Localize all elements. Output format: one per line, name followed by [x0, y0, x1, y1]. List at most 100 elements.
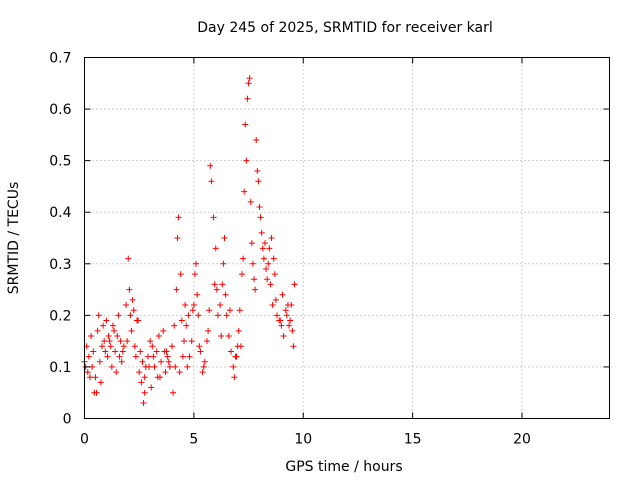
- data-point: [256, 204, 263, 211]
- data-point: [179, 353, 186, 360]
- data-point: [151, 363, 158, 370]
- data-point: [183, 322, 190, 329]
- data-point: [185, 312, 192, 319]
- data-point: [207, 162, 214, 169]
- data-point: [277, 317, 284, 324]
- data-point: [282, 307, 289, 314]
- data-point: [212, 245, 219, 252]
- data-point: [248, 240, 255, 247]
- data-point: [189, 307, 196, 314]
- y-tick-label: 0.1: [49, 360, 71, 376]
- data-point: [126, 286, 133, 293]
- data-point: [220, 260, 227, 267]
- data-point: [239, 271, 245, 278]
- data-points: [81, 75, 298, 407]
- data-point: [188, 338, 195, 345]
- data-point: [287, 317, 294, 324]
- data-point: [206, 307, 213, 314]
- data-point: [141, 389, 148, 396]
- data-point: [272, 296, 279, 303]
- data-point: [228, 348, 235, 355]
- plot-frame: [84, 57, 610, 419]
- data-point: [274, 312, 280, 319]
- data-point: [178, 317, 185, 324]
- data-point: [222, 291, 229, 298]
- data-point: [116, 353, 123, 360]
- y-tick-labels: 0 0.1 0.2 0.3 0.4 0.5 0.6 0.7: [49, 51, 71, 428]
- data-point: [164, 353, 171, 360]
- data-point: [199, 369, 206, 376]
- data-point: [289, 327, 296, 334]
- data-point: [291, 281, 298, 288]
- data-point: [114, 332, 121, 339]
- data-point: [249, 260, 256, 267]
- data-point: [101, 338, 108, 345]
- data-point: [235, 327, 242, 334]
- data-point: [111, 327, 118, 334]
- x-tick-labels: 0 5 10 15 20: [80, 432, 531, 448]
- data-point: [176, 369, 183, 376]
- data-point: [148, 384, 155, 391]
- data-point: [103, 317, 110, 324]
- data-point: [127, 312, 134, 319]
- data-point: [241, 188, 248, 195]
- data-point: [172, 363, 179, 370]
- data-point: [181, 338, 188, 345]
- data-point: [213, 286, 220, 293]
- data-point: [231, 374, 238, 381]
- data-point: [253, 137, 260, 144]
- data-point: [211, 281, 218, 288]
- chart-title: Day 245 of 2025, SRMTID for receiver kar…: [197, 20, 493, 36]
- data-point: [225, 332, 232, 339]
- data-point: [132, 353, 139, 360]
- data-point: [219, 281, 226, 288]
- data-point: [182, 302, 189, 309]
- data-point: [177, 271, 184, 278]
- data-point: [201, 358, 208, 365]
- data-point: [186, 353, 193, 360]
- data-point: [268, 235, 275, 241]
- data-point: [267, 281, 274, 288]
- axis-ticks: [84, 57, 610, 419]
- data-point: [113, 369, 120, 376]
- data-point: [95, 312, 102, 319]
- data-point: [156, 374, 163, 381]
- data-point: [244, 95, 251, 102]
- data-point: [221, 235, 228, 241]
- data-point: [251, 276, 258, 283]
- data-point: [162, 369, 169, 376]
- data-point: [100, 322, 107, 329]
- data-point: [218, 332, 225, 339]
- y-tick-label: 0.3: [49, 257, 71, 273]
- data-point: [149, 343, 156, 350]
- data-point: [166, 363, 173, 370]
- data-point: [129, 296, 136, 303]
- x-axis-label: GPS time / hours: [285, 459, 402, 475]
- data-point: [242, 121, 249, 128]
- data-point: [109, 322, 116, 329]
- data-point: [86, 374, 93, 381]
- data-point: [112, 348, 119, 355]
- data-point: [105, 332, 112, 339]
- data-point: [106, 338, 113, 345]
- data-point: [118, 358, 125, 365]
- data-point: [165, 358, 172, 365]
- data-point: [138, 379, 145, 386]
- data-point: [108, 363, 115, 370]
- data-point: [161, 348, 168, 355]
- data-point: [125, 255, 132, 262]
- data-point: [252, 286, 259, 293]
- data-point: [260, 255, 267, 262]
- data-point: [290, 343, 297, 350]
- data-point: [135, 317, 142, 324]
- data-point: [150, 353, 157, 360]
- data-point: [254, 167, 261, 174]
- y-tick-label: 0.7: [49, 51, 71, 67]
- data-point: [195, 312, 202, 319]
- data-point: [146, 363, 153, 370]
- data-point: [153, 348, 160, 355]
- data-point: [120, 343, 127, 350]
- data-point: [175, 214, 182, 221]
- data-point: [208, 178, 215, 185]
- data-point: [169, 343, 175, 350]
